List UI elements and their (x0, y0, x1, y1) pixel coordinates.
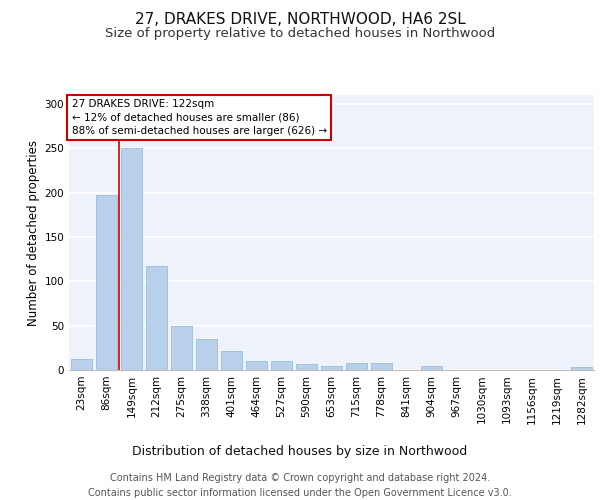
Bar (121, 148, 142, 370)
Text: 27, DRAKES DRIVE, NORTHWOOD, HA6 2SL: 27, DRAKES DRIVE, NORTHWOOD, HA6 2SL (134, 12, 466, 28)
Bar (221, 352, 242, 370)
Bar (71, 360, 92, 370)
Bar (321, 366, 342, 370)
Bar (296, 364, 317, 370)
Bar (146, 266, 167, 370)
Y-axis label: Number of detached properties: Number of detached properties (27, 140, 40, 326)
Bar (371, 363, 392, 370)
Bar (96, 195, 117, 370)
Bar (571, 368, 592, 370)
Bar (246, 361, 267, 370)
Bar (346, 363, 367, 370)
Text: 27 DRAKES DRIVE: 122sqm
← 12% of detached houses are smaller (86)
88% of semi-de: 27 DRAKES DRIVE: 122sqm ← 12% of detache… (71, 99, 327, 136)
Text: Distribution of detached houses by size in Northwood: Distribution of detached houses by size … (133, 444, 467, 458)
Text: Size of property relative to detached houses in Northwood: Size of property relative to detached ho… (105, 28, 495, 40)
Bar (196, 339, 217, 370)
Bar (171, 326, 192, 370)
Bar (271, 361, 292, 370)
Text: Contains HM Land Registry data © Crown copyright and database right 2024.
Contai: Contains HM Land Registry data © Crown c… (88, 472, 512, 498)
Bar (421, 366, 442, 370)
